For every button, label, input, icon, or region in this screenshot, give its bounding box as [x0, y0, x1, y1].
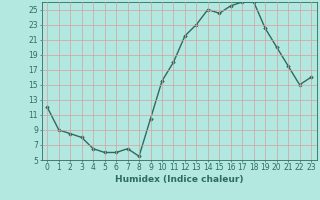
X-axis label: Humidex (Indice chaleur): Humidex (Indice chaleur)	[115, 175, 244, 184]
